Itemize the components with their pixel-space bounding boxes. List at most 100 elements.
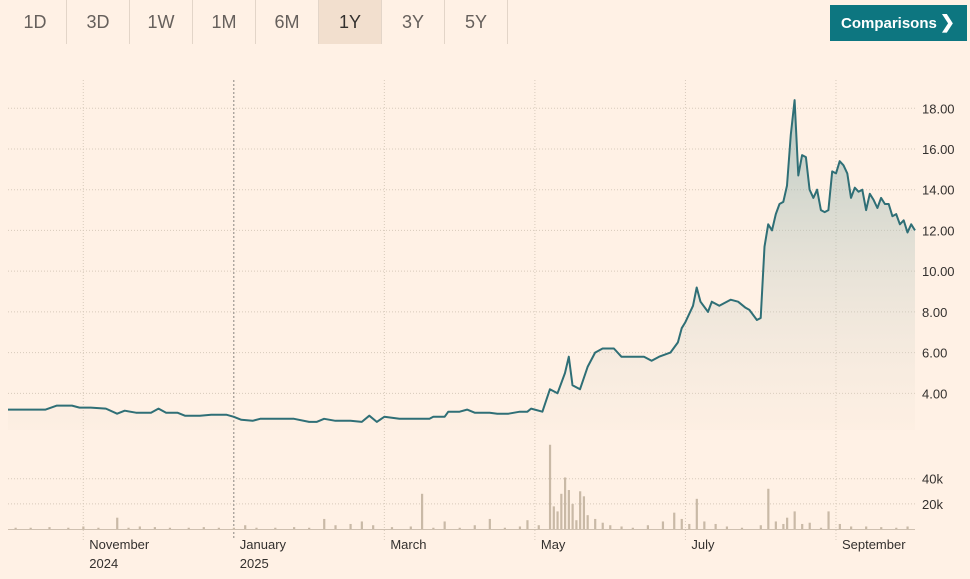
volume-bar: [582, 496, 586, 529]
y-tick-label: 8.00: [922, 305, 947, 320]
volume-bar: [560, 493, 563, 529]
volume-bar: [609, 525, 612, 529]
volume-bar: [563, 477, 567, 529]
volume-bar: [116, 517, 119, 529]
volume-bar: [774, 521, 777, 529]
volume-bar: [127, 527, 130, 529]
volume-bar: [571, 503, 574, 529]
volume-bar: [850, 526, 853, 529]
volume-bar: [274, 527, 277, 529]
x-tick-label: July: [691, 537, 715, 552]
tab-6m[interactable]: 6M: [256, 0, 319, 44]
x-tick-sublabel: 2024: [89, 556, 118, 571]
volume-bar: [372, 525, 375, 529]
volume-bar: [67, 527, 70, 529]
volume-bar: [153, 527, 156, 529]
volume-bar: [688, 523, 691, 529]
volume-bar: [767, 488, 770, 529]
volume-bar: [880, 527, 883, 529]
tab-3y[interactable]: 3Y: [382, 0, 445, 44]
volume-bar: [390, 527, 394, 529]
volume-bar: [895, 527, 898, 529]
volume-tick-label: 20k: [922, 497, 943, 512]
volume-bar: [575, 520, 578, 529]
x-tick-label: March: [390, 537, 426, 552]
volume-bar: [458, 527, 461, 529]
volume-bar: [601, 522, 604, 529]
tab-1d[interactable]: 1D: [4, 0, 67, 44]
y-tick-label: 12.00: [922, 223, 955, 238]
volume-bar: [646, 525, 649, 529]
volume-bar: [97, 527, 100, 529]
comparisons-button[interactable]: Comparisons ❯: [830, 5, 967, 41]
volume-bar: [244, 525, 247, 529]
volume-bar: [759, 525, 762, 529]
volume-bar: [579, 491, 582, 529]
volume-bar: [703, 521, 706, 529]
volume-bar: [620, 526, 623, 529]
volume-bar: [360, 521, 363, 529]
price-area: [8, 100, 915, 430]
volume-bar: [255, 527, 258, 529]
volume-bar: [552, 506, 555, 529]
volume-bar: [82, 526, 85, 529]
volume-bar: [714, 523, 717, 529]
tab-5y[interactable]: 5Y: [445, 0, 508, 44]
volume-bar: [680, 518, 683, 529]
x-tick-label: September: [842, 537, 906, 552]
volume-bar: [782, 523, 785, 529]
volume-bar: [187, 527, 190, 529]
volume-bar: [323, 518, 326, 529]
volume-bar: [661, 521, 665, 529]
volume-bar: [827, 511, 830, 529]
y-tick-label: 4.00: [922, 386, 947, 401]
volume-bar: [518, 526, 522, 529]
x-tick-label: May: [541, 537, 566, 552]
volume-tick-label: 40k: [922, 472, 943, 487]
volume-bar: [865, 526, 868, 529]
y-tick-label: 10.00: [922, 264, 955, 279]
volume-bar: [432, 527, 435, 529]
volume-bar: [725, 526, 729, 529]
volume-bar: [334, 525, 337, 529]
volume-bar: [594, 518, 597, 529]
volume-bar: [673, 512, 676, 529]
chevron-right-icon: ❯: [939, 12, 955, 32]
volume-bar: [586, 515, 589, 529]
volume-bar: [808, 522, 811, 529]
range-tabs: 1D 3D 1W 1M 6M 1Y 3Y 5Y: [4, 0, 508, 44]
volume-bar: [420, 493, 424, 529]
volume-bar: [293, 527, 296, 529]
volume-bar: [473, 525, 476, 529]
volume-bar: [556, 511, 559, 529]
volume-bar: [740, 527, 744, 529]
y-tick-label: 18.00: [922, 101, 955, 116]
volume-bar: [786, 517, 789, 529]
volume-bar: [793, 511, 796, 529]
volume-bar: [906, 526, 909, 529]
volume-bar: [488, 518, 491, 529]
y-tick-label: 14.00: [922, 183, 955, 198]
volume-bar: [443, 521, 446, 529]
volume-bar: [217, 527, 220, 529]
volume-bar: [14, 527, 17, 529]
volume-bar: [308, 527, 311, 529]
tab-1y[interactable]: 1Y: [319, 0, 382, 44]
volume-bar: [138, 526, 141, 529]
volume-bar: [801, 523, 804, 529]
volume-bar: [202, 527, 205, 529]
volume-bar: [232, 527, 236, 529]
tab-1m[interactable]: 1M: [193, 0, 256, 44]
volume-bar: [503, 527, 506, 529]
tab-1w[interactable]: 1W: [130, 0, 193, 44]
volume-bar: [349, 523, 352, 529]
y-tick-label: 6.00: [922, 346, 947, 361]
volume-bar: [838, 523, 841, 529]
volume-bar: [819, 527, 823, 529]
price-line: [8, 99, 916, 423]
x-tick-label: January: [240, 537, 287, 552]
tab-3d[interactable]: 3D: [67, 0, 130, 44]
volume-bar: [537, 525, 540, 529]
x-tick-sublabel: 2025: [240, 556, 269, 571]
